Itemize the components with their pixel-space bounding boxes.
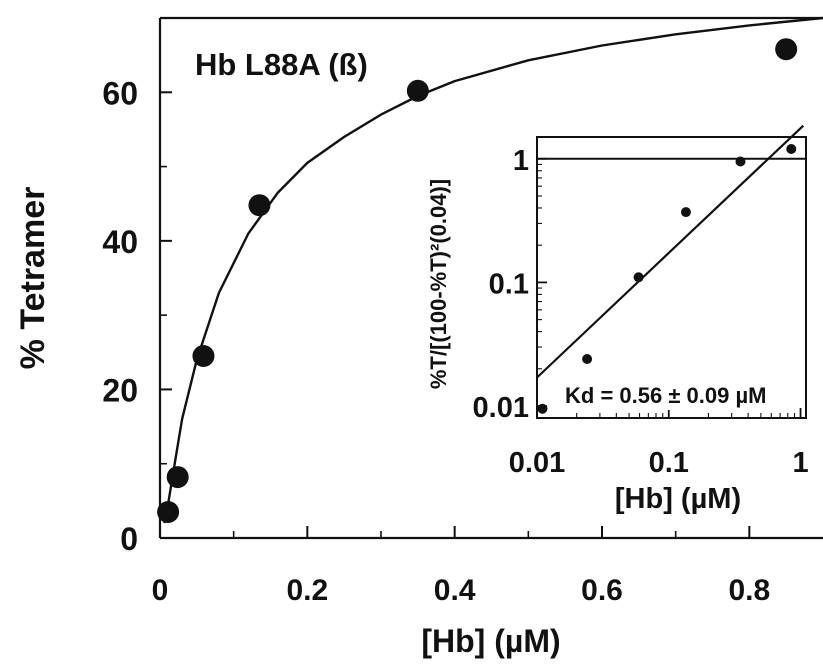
inset-fit-line <box>536 124 805 379</box>
data-point <box>775 38 798 61</box>
main-chart: 0 20 40 60 0 0.2 0.4 0.6 0.8 [Hb] (µM) % Tetramer H… <box>14 16 823 659</box>
inset-y-tick-label: 1 <box>513 145 529 177</box>
y-tick-label: 40 <box>102 224 138 260</box>
inset-data-point <box>735 156 746 167</box>
y-axis-label: % Tetramer <box>14 187 52 370</box>
inset-data-point <box>680 207 691 218</box>
inset-x-axis-label: [Hb] (µM) <box>615 483 741 515</box>
inset-x-tick-label: 1 <box>792 447 808 479</box>
y-tick-label: 0 <box>120 521 138 557</box>
data-point <box>406 79 429 102</box>
inset-data-point <box>537 403 548 414</box>
inset-data-point <box>633 272 644 283</box>
data-point <box>248 194 271 217</box>
y-tick-label: 60 <box>102 75 138 111</box>
x-tick-label: 0.4 <box>434 574 476 607</box>
data-point <box>192 345 215 367</box>
inset-y-axis-label: %T/[(100-%T)²(0.04)] <box>426 179 451 389</box>
inset-chart: 0.01 0.1 1 0.01 0.1 1 [Hb] (µM) %T/[(100-%T)²(0… <box>426 124 809 515</box>
series-annotation: Hb L88A (ß) <box>195 47 368 82</box>
inset-data-point <box>786 143 797 154</box>
inset-x-tick-label: 0.1 <box>649 447 689 479</box>
x-axis-label: [Hb] (µM) <box>421 623 560 659</box>
x-tick-label: 0 <box>152 574 169 607</box>
data-point <box>157 501 180 523</box>
x-tick-label: 0.6 <box>581 574 623 607</box>
inset-y-tick-label: 0.1 <box>489 268 529 300</box>
x-tick-label: 0.2 <box>286 574 328 607</box>
inset-annotation: Kd = 0.56 ± 0.09 µM <box>565 383 766 408</box>
y-tick-label: 20 <box>102 372 138 408</box>
fit-curve <box>163 16 823 524</box>
x-tick-label: 0.8 <box>728 574 770 607</box>
inset-data-point <box>582 354 593 365</box>
inset-x-tick-label: 0.01 <box>509 447 565 479</box>
inset-y-tick-label: 0.01 <box>473 392 529 424</box>
inset-annotation-bg <box>561 380 797 410</box>
inset-frame <box>536 136 807 419</box>
data-point <box>166 466 189 489</box>
